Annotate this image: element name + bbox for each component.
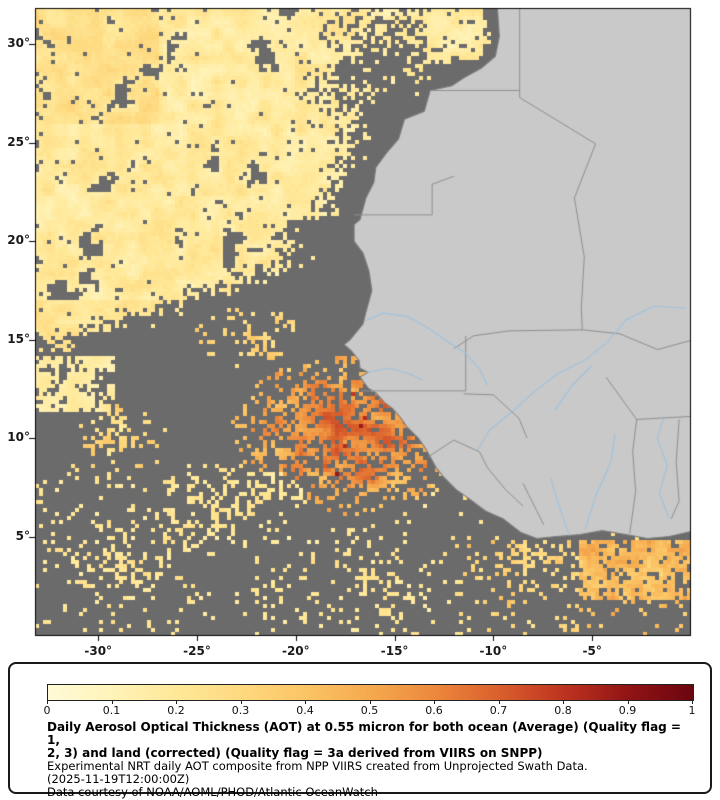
colorbar-tick-label: 0.1	[102, 704, 121, 717]
colorbar-tick-mark	[627, 700, 629, 704]
colorbar-tick-mark	[176, 700, 177, 704]
legend-caption: Daily Aerosol Optical Thickness (AOT) at…	[47, 721, 698, 799]
colorbar-tick-label: 0.8	[554, 704, 572, 717]
colorbar-tick-mark	[305, 700, 306, 704]
legend-credit: Data courtesy of NOAA/AOML/PHOD/Atlantic…	[47, 785, 378, 799]
colorbar-tick-label: 0.7	[489, 704, 508, 717]
colorbar-tick-label: 0.6	[425, 704, 443, 717]
colorbar-tick-label: 0.2	[167, 704, 185, 717]
colorbar-tick-label: 0	[43, 704, 51, 717]
legend-title-line1: Daily Aerosol Optical Thickness (AOT) at…	[47, 720, 681, 747]
legend-title-line2: 2, 3) and land (corrected) (Quality flag…	[47, 746, 543, 760]
colorbar-tick-layer: 0 0.1 0.2 0.3 0.4 0.5 0.6 0.7 0.8 0.9 1	[10, 664, 710, 792]
colorbar-tick-mark	[563, 700, 564, 704]
legend-panel: 0 0.1 0.2 0.3 0.4 0.5 0.6 0.7 0.8 0.9 1 Daily Aero…	[8, 662, 712, 799]
aot-map-canvas	[0, 0, 720, 655]
colorbar-tick-mark	[369, 700, 371, 704]
colorbar-tick-mark	[47, 700, 48, 704]
colorbar-tick-mark	[111, 700, 113, 704]
colorbar-tick-label: 1	[688, 704, 696, 717]
legend-subtitle: Experimental NRT daily AOT composite fro…	[47, 759, 588, 773]
colorbar-tick-mark	[434, 700, 435, 704]
colorbar-tick-mark	[692, 700, 693, 704]
colorbar-tick-label: 0.4	[296, 704, 314, 717]
colorbar-tick-mark	[240, 700, 242, 704]
legend-timestamp: (2025-11-19T12:00:00Z)	[47, 772, 190, 786]
colorbar	[47, 684, 694, 701]
colorbar-tick-label: 0.3	[231, 704, 250, 717]
colorbar-tick-label: 0.5	[360, 704, 379, 717]
colorbar-tick-label: 0.9	[618, 704, 637, 717]
colorbar-tick-mark	[498, 700, 500, 704]
